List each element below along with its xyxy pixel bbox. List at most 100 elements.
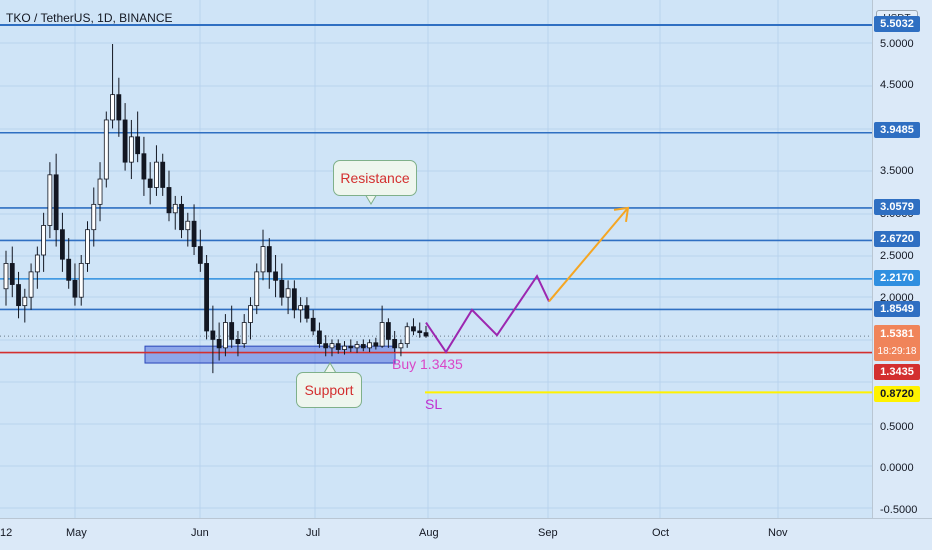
level-badge: 1.3435 (874, 364, 920, 380)
candle-body (291, 288, 297, 311)
candle-body (335, 343, 341, 350)
x-tick-label: Jun (191, 527, 209, 539)
target-arrow (548, 207, 629, 303)
x-tick-label: 12 (0, 527, 13, 539)
candle-body (179, 203, 184, 231)
candle-body (47, 174, 53, 226)
candle-body (191, 220, 197, 247)
candle-body (34, 254, 40, 273)
last-price-value: 1.5381 (880, 328, 914, 340)
level-badge: 3.0579 (874, 199, 920, 215)
candle-body (210, 330, 216, 340)
candle-body (241, 322, 247, 345)
time-axis (0, 518, 932, 550)
candle-body (298, 305, 304, 311)
candle-body (329, 343, 335, 349)
candle-body (229, 322, 235, 340)
level-badge: 0.8720 (874, 386, 920, 402)
candle-body (404, 326, 410, 345)
candle-body (166, 187, 172, 214)
candle-body (360, 344, 366, 349)
candle-body (354, 344, 360, 349)
candle-body (172, 203, 178, 214)
level-badge: 5.5032 (874, 16, 920, 32)
candle-body (141, 153, 147, 180)
callout-pointer (364, 193, 378, 205)
candle-body (147, 178, 153, 188)
candle-body (411, 326, 416, 332)
candle-body (103, 119, 109, 180)
callout-pointer (323, 362, 337, 374)
candle-body (78, 263, 84, 298)
candle-body (60, 229, 65, 260)
candle-body (417, 330, 423, 334)
candle-body (379, 322, 385, 347)
buy-label: Buy 1.3435 (392, 356, 463, 372)
x-tick-label: Nov (768, 527, 788, 539)
candle-body (135, 136, 141, 155)
candle-body (223, 322, 228, 349)
y-tick-label: 5.0000 (880, 38, 914, 50)
level-badge: 2.6720 (874, 231, 920, 247)
level-badge: 3.9485 (874, 122, 920, 138)
candle-body (310, 317, 316, 332)
y-tick-label: 3.5000 (880, 165, 914, 177)
candle-body (266, 246, 272, 273)
candle-body (41, 225, 47, 256)
candle-body (116, 94, 122, 121)
candle-body (97, 178, 103, 205)
candle-body (216, 338, 222, 349)
candle-body (197, 246, 203, 264)
candle-body (317, 330, 322, 345)
candle-body (28, 271, 34, 298)
x-tick-label: Aug (419, 527, 439, 539)
candle-body (53, 174, 59, 231)
support-callout: Support (296, 372, 362, 408)
candle-body (367, 342, 372, 349)
candle-body (154, 161, 159, 188)
candle-body (160, 161, 166, 188)
candle-body (304, 305, 310, 319)
x-tick-label: May (66, 527, 87, 539)
candle-body (273, 271, 278, 281)
x-tick-label: Jul (306, 527, 321, 539)
candle-body (110, 94, 115, 121)
y-tick-label: -0.5000 (880, 504, 918, 516)
candle-body (204, 263, 209, 332)
candle-body (392, 338, 398, 349)
candle-body (348, 345, 354, 349)
candle-body (260, 246, 266, 273)
candle-body (279, 279, 285, 298)
candle-body (85, 229, 90, 264)
candle-body (122, 119, 128, 163)
x-tick-label: Oct (652, 527, 670, 539)
candle-body (3, 263, 9, 290)
candle-body (398, 343, 404, 349)
projection-path (425, 274, 550, 354)
candle-body (373, 342, 379, 347)
last-price-badge: 1.5381 18:29:18 (874, 325, 920, 361)
candle-body (16, 284, 21, 307)
candle-body (423, 332, 429, 337)
candle-body (385, 322, 391, 340)
level-badge: 1.8549 (874, 301, 920, 317)
stop-loss-label: SL (425, 396, 443, 412)
level-badge: 2.2170 (874, 270, 920, 286)
y-tick-label: 0.5000 (880, 421, 914, 433)
price-axis (872, 0, 932, 518)
y-tick-label: 4.5000 (880, 79, 914, 91)
candle-body (9, 263, 15, 285)
candle-body (342, 345, 347, 350)
chart-title: TKO / TetherUS, 1D, BINANCE (6, 11, 173, 25)
countdown-timer: 18:29:18 (877, 346, 917, 357)
x-tick-label: Sep (538, 527, 558, 539)
candle-body (323, 343, 329, 349)
candle-body (22, 296, 28, 307)
support-zone (144, 345, 396, 364)
candle-body (235, 338, 241, 345)
candle-body (72, 279, 78, 298)
candle-body (248, 305, 253, 323)
candle-body (285, 288, 291, 298)
